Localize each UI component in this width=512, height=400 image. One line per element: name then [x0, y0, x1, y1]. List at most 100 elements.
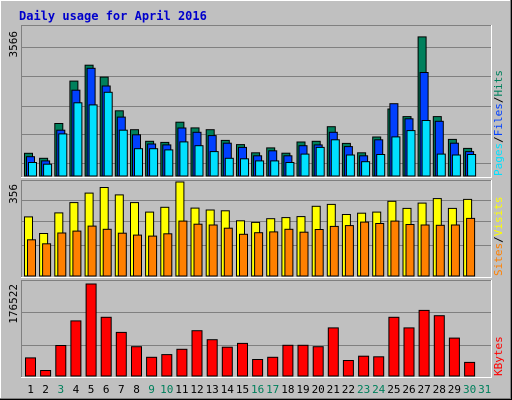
middle-panel-max-label: 356 [7, 184, 20, 204]
x-axis-label-day-5: 5 [88, 383, 95, 396]
x-axis-label-day-31: 31 [478, 383, 491, 396]
kbytes-bar-day-3 [55, 345, 67, 377]
pages-bar-day-19 [300, 153, 310, 177]
sites-bar-day-27 [420, 224, 430, 277]
x-axis-label-day-29: 29 [448, 383, 461, 396]
pages-bar-day-14 [224, 157, 234, 177]
kbytes-bar-day-17 [267, 356, 279, 377]
x-axis-label-day-27: 27 [417, 383, 430, 396]
sites-bar-day-16 [254, 232, 264, 277]
kbytes-bar-day-4 [70, 320, 82, 377]
sites-bar-day-30 [466, 217, 476, 277]
pages-bar-day-17 [270, 160, 280, 177]
pages-bar-day-7 [118, 129, 128, 177]
sites-bar-day-5 [87, 225, 97, 277]
sites-bar-day-17 [269, 231, 279, 277]
sites-bar-day-21 [329, 225, 339, 277]
kbytes-bar-day-23 [358, 355, 370, 377]
pages-bar-day-11 [179, 141, 189, 177]
kbytes-bar-day-24 [373, 356, 385, 377]
legend-sites-label: Sites [492, 243, 505, 276]
sites-bar-day-10 [163, 233, 173, 277]
sites-bar-day-28 [435, 224, 445, 277]
x-axis-label-day-10: 10 [160, 383, 173, 396]
sites-bar-day-13 [208, 224, 218, 277]
chart-title: Daily usage for April 2016 [19, 9, 207, 23]
pages-bar-day-21 [330, 139, 340, 177]
pages-bar-day-10 [164, 149, 174, 177]
legend-pages-label: Pages [492, 143, 505, 176]
sites-bar-day-2 [42, 243, 52, 277]
pages-bar-day-20 [315, 146, 325, 177]
x-axis-label-day-9: 9 [148, 383, 155, 396]
legend-separator: / [492, 136, 505, 143]
kbytes-bar-day-6 [100, 316, 112, 377]
pages-bar-day-27 [421, 120, 431, 177]
x-axis-label-day-23: 23 [357, 383, 370, 396]
pages-bar-day-28 [436, 153, 446, 177]
middle-panel-bars [24, 181, 476, 277]
top-panel: 3566 Pages/Files/Hits [7, 25, 505, 178]
pages-bar-day-5 [88, 104, 98, 177]
x-axis-label-day-6: 6 [103, 383, 110, 396]
sites-bar-day-14 [223, 227, 233, 277]
pages-bar-day-1 [28, 162, 37, 177]
kbytes-bar-day-8 [131, 346, 142, 377]
bottom-panel-max-label: 176522 [7, 284, 20, 324]
sites-bar-day-22 [344, 225, 354, 277]
bottom-panel-bars [25, 283, 476, 377]
pages-bar-day-2 [43, 163, 53, 177]
legend-kbytes-label: KBytes [492, 336, 505, 376]
kbytes-bar-day-12 [191, 330, 203, 377]
sites-bar-day-24 [375, 223, 385, 277]
pages-bar-day-12 [194, 145, 204, 177]
sites-bar-day-11 [178, 220, 188, 277]
legend-visits-label: Visits [492, 197, 505, 237]
kbytes-bar-day-25 [388, 316, 400, 377]
sites-bar-day-15 [239, 233, 248, 277]
sites-bar-day-7 [117, 232, 127, 277]
pages-bar-day-25 [391, 136, 401, 177]
x-axis-label-day-25: 25 [387, 383, 400, 396]
x-axis-label-day-22: 22 [342, 383, 355, 396]
x-axis-day-labels: 1 2 3 4 5 6 7 8 9 10 11 12 13 14 15 16 17 18 19 20 21 22 23 24 2… [27, 383, 491, 396]
kbytes-bar-day-5 [85, 283, 97, 377]
x-axis-label-day-26: 26 [402, 383, 415, 396]
kbytes-bar-day-20 [312, 346, 324, 377]
x-axis-label-day-8: 8 [133, 383, 140, 396]
legend-hits-label: Hits [492, 70, 505, 97]
kbytes-bar-day-29 [448, 337, 460, 377]
sites-bar-day-1 [27, 239, 36, 277]
kbytes-bar-day-9 [146, 356, 158, 377]
legend-files-label: Files [492, 103, 505, 136]
pages-bar-day-3 [58, 133, 68, 177]
x-axis-label-day-16: 16 [251, 383, 264, 396]
pages-bar-day-18 [285, 162, 295, 177]
pages-bar-day-9 [149, 148, 159, 177]
top-panel-max-label: 3566 [7, 31, 20, 58]
x-axis-label-day-28: 28 [433, 383, 446, 396]
kbytes-bar-day-27 [418, 309, 430, 377]
kbytes-bar-day-28 [433, 315, 445, 377]
kbytes-bar-day-18 [282, 344, 294, 377]
legend-separator: / [492, 97, 505, 104]
kbytes-bar-day-10 [161, 354, 173, 377]
middle-panel-legend-text: Sites/Visits [492, 197, 505, 277]
sites-bar-day-8 [133, 234, 142, 277]
kbytes-bar-day-19 [297, 344, 309, 377]
top-panel-legend: Pages/Files/Hits [492, 70, 505, 176]
x-axis-label-day-1: 1 [27, 383, 34, 396]
x-axis-label-day-18: 18 [281, 383, 294, 396]
kbytes-bar-day-11 [176, 348, 188, 377]
sites-bar-day-25 [390, 220, 400, 277]
sites-bar-day-9 [148, 235, 158, 277]
pages-bar-day-13 [209, 151, 219, 177]
x-axis-label-day-11: 11 [175, 383, 188, 396]
bottom-panel-legend: KBytes [492, 336, 505, 376]
x-axis-label-day-21: 21 [327, 383, 340, 396]
sites-bar-day-4 [72, 230, 82, 277]
kbytes-bar-day-1 [25, 357, 36, 377]
sites-bar-day-18 [284, 228, 294, 277]
kbytes-bar-day-2 [40, 370, 52, 377]
